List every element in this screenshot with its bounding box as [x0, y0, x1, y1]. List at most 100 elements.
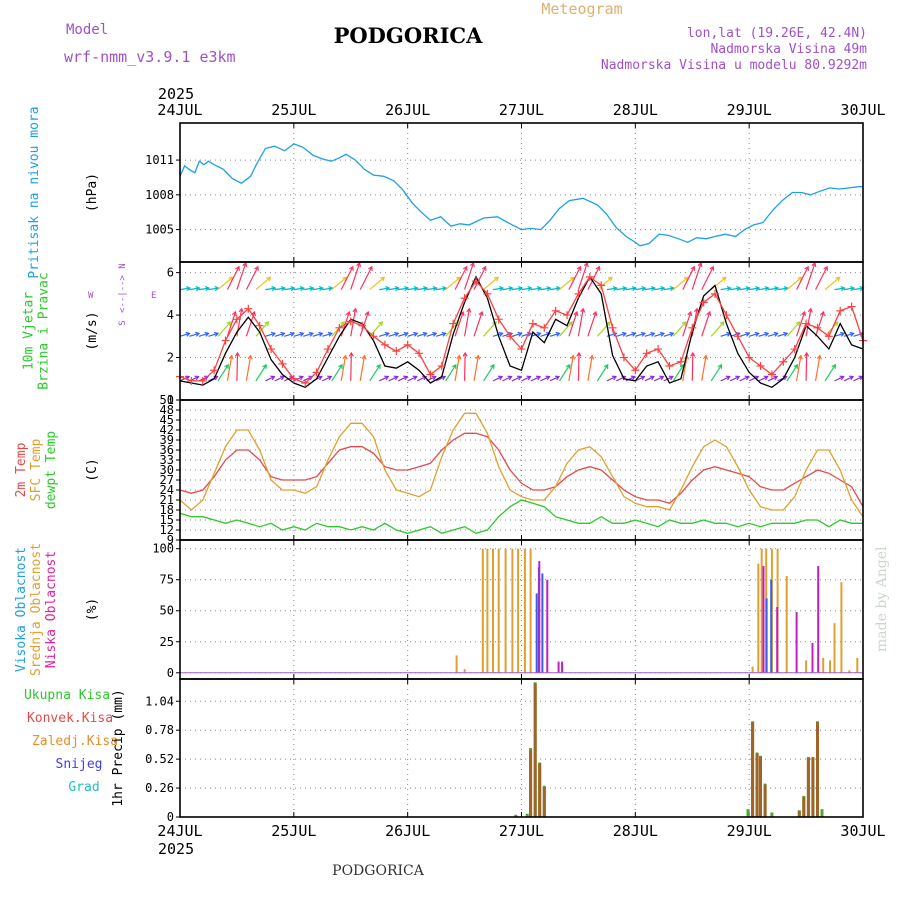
wind-vector: [748, 376, 759, 382]
ytick-wind: 2: [167, 351, 174, 365]
ytick-pressure: 1011: [145, 153, 174, 167]
xtick-label-bottom: 26JUL: [385, 822, 430, 840]
xtick-label-bottom: 25JUL: [271, 822, 316, 840]
wind-vector-head: [462, 265, 468, 271]
bar-clouds-0: [829, 660, 831, 673]
wind-vector-head: [462, 351, 468, 357]
wind-vector-head: [849, 286, 856, 292]
gust-point: [346, 317, 355, 326]
panel-pressure: 1005 1008 1011 Pritisak na nivou mora (hPa): [27, 106, 864, 279]
wind-vector: [720, 376, 730, 382]
wind-vector-head: [631, 331, 637, 337]
wind-vector-head: [356, 261, 362, 268]
gust-point: [449, 319, 458, 328]
gust-point: [813, 323, 822, 332]
gust-point: [619, 353, 628, 362]
gust-point: [358, 321, 367, 330]
wind-vector: [777, 376, 787, 382]
ytick-temperature: 15: [160, 513, 174, 527]
wind-vector: [464, 262, 474, 290]
wind-vector: [208, 376, 218, 382]
wind-vector: [416, 332, 427, 337]
bar-precip-0: [770, 812, 774, 817]
wind-vector: [587, 311, 597, 337]
wind-vector: [824, 321, 839, 337]
panels: 1005 1008 1011 Pritisak na nivou mora (hPa) 0…: [14, 106, 867, 824]
wind-vector: [625, 376, 636, 382]
wind-vector: [274, 332, 285, 337]
wind-vector: [834, 332, 845, 337]
compass-arrows: <--|-->: [118, 274, 128, 313]
bar-clouds-0: [523, 548, 526, 673]
wind-vector: [426, 287, 437, 291]
wind-vector-head: [224, 363, 229, 369]
ylabel-temperature-0: 2m Temp: [14, 442, 29, 497]
wind-vector: [625, 287, 636, 291]
wind-vector-head: [849, 331, 855, 337]
model-label: Model: [66, 22, 108, 38]
model-name: wrf-nmm_v3.9.1 e3km: [64, 48, 236, 66]
wind-vector-head: [595, 265, 601, 271]
ytick-temperature: 9: [167, 533, 174, 547]
wind-vector: [293, 332, 304, 337]
wind-vector: [492, 287, 504, 291]
wind-vector-head: [669, 286, 675, 292]
wind-vector-head: [338, 363, 343, 369]
wind-vector-head: [605, 321, 611, 327]
wind-vector-head: [536, 331, 542, 337]
wind-vector: [463, 308, 470, 337]
wind-vector: [530, 376, 541, 382]
bar-precip-1: [542, 787, 546, 817]
bar-clouds-0: [529, 548, 532, 673]
wind-vector-head: [413, 331, 419, 337]
wind-vector-head: [378, 321, 384, 327]
wind-vector: [473, 355, 479, 381]
wind-vector-head: [403, 331, 409, 337]
lonlat-label: lon,lat (19.26E, 42.4N): [687, 26, 867, 41]
wind-vector-head: [527, 286, 533, 292]
gust-point: [824, 332, 833, 341]
wind-vector: [236, 352, 239, 381]
gust-point: [471, 277, 480, 286]
wind-vector: [768, 287, 779, 291]
bar-precip-1: [811, 758, 815, 817]
gust-point: [380, 340, 389, 349]
gust-point: [289, 374, 298, 383]
wind-vector: [530, 287, 541, 291]
bar-precip-0: [746, 809, 750, 817]
wind-vector: [577, 308, 584, 337]
wind-vector-head: [660, 286, 666, 292]
series-line-wind-0: [179, 275, 864, 389]
gust-point: [335, 323, 344, 332]
wind-vector: [558, 364, 571, 382]
bar-precip-1: [797, 811, 801, 817]
ytick-clouds: 0: [167, 666, 174, 680]
wind-vector: [814, 311, 825, 337]
wind-vector: [767, 332, 778, 337]
series-line-temperature-2: [179, 499, 863, 535]
gust-point: [528, 319, 537, 328]
wind-vector-head: [773, 375, 779, 381]
wind-vector: [654, 287, 665, 291]
wind-vector-head: [795, 321, 801, 327]
wind-vector-head: [816, 354, 822, 360]
wind-vector-head: [848, 375, 855, 381]
bar-precip-0: [820, 809, 824, 817]
wind-vector-head: [545, 375, 551, 381]
wind-vector-head: [489, 363, 495, 369]
wind-vector: [388, 287, 399, 291]
wind-vector-head: [342, 276, 348, 282]
xtick-label-top: 27JUL: [499, 101, 544, 119]
wind-vector: [398, 287, 409, 291]
wind-vector: [340, 266, 354, 290]
bar-clouds-2: [795, 612, 798, 673]
gust-point: [221, 336, 230, 345]
wind-vector-head: [361, 354, 367, 360]
wind-vector-head: [442, 286, 448, 292]
gust-point: [642, 349, 651, 358]
ytick-temperature: 30: [160, 463, 174, 477]
wind-vector-head: [693, 307, 700, 313]
wind-vector-head: [345, 310, 351, 317]
wind-vector: [359, 355, 366, 381]
ytick-temperature: 27: [160, 473, 174, 487]
